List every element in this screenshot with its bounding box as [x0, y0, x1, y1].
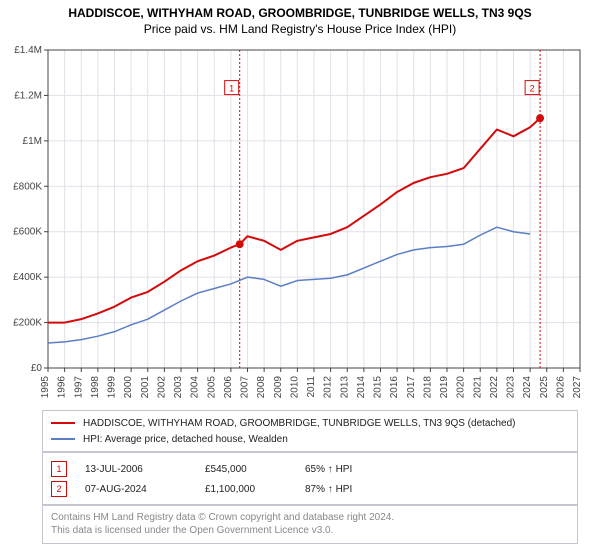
svg-text:2010: 2010	[289, 376, 300, 399]
svg-text:2022: 2022	[489, 376, 500, 399]
svg-text:2023: 2023	[506, 376, 517, 399]
svg-text:2004: 2004	[190, 376, 201, 399]
svg-text:2011: 2011	[306, 376, 317, 398]
legend-label-1: HADDISCOE, WITHYHAM ROAD, GROOMBRIDGE, T…	[83, 418, 516, 429]
svg-text:2000: 2000	[123, 376, 134, 399]
legend-swatch-2	[51, 438, 75, 440]
sale-hpi-1: 65% ↑ HPI	[305, 464, 352, 475]
svg-text:1996: 1996	[57, 376, 68, 399]
sale-marker-1: 1	[51, 461, 67, 477]
legend-swatch-1	[51, 422, 75, 424]
svg-text:2017: 2017	[406, 376, 417, 399]
svg-text:2007: 2007	[240, 376, 251, 399]
svg-text:1998: 1998	[90, 376, 101, 399]
legend-box: HADDISCOE, WITHYHAM ROAD, GROOMBRIDGE, T…	[42, 410, 578, 452]
line-chart: £0 £200K £400K £600K £800K £1M £1.2M £1.4M 1995 1…	[0, 44, 600, 404]
svg-text:2009: 2009	[273, 376, 284, 399]
svg-text:2001: 2001	[140, 376, 151, 399]
sale-hpi-2: 87% ↑ HPI	[305, 484, 352, 495]
svg-text:£0: £0	[31, 363, 43, 374]
svg-text:2: 2	[530, 84, 535, 94]
chart-area: £0 £200K £400K £600K £800K £1M £1.2M £1.4M 1995 1…	[0, 44, 600, 404]
svg-text:2005: 2005	[206, 376, 217, 399]
svg-text:2024: 2024	[522, 376, 533, 399]
sale-price-2: £1,100,000	[205, 484, 305, 495]
sale-marker-2-num: 2	[56, 484, 61, 494]
svg-text:£1.2M: £1.2M	[14, 90, 42, 101]
legend-row-2: HPI: Average price, detached house, Weal…	[51, 431, 569, 447]
svg-text:2018: 2018	[422, 376, 433, 399]
svg-text:2003: 2003	[173, 376, 184, 399]
svg-text:2013: 2013	[339, 376, 350, 399]
sales-box: 1 13-JUL-2006 £545,000 65% ↑ HPI 2 07-AU…	[42, 452, 578, 506]
svg-text:2015: 2015	[373, 376, 384, 399]
sale-row-1: 1 13-JUL-2006 £545,000 65% ↑ HPI	[51, 459, 569, 479]
sale-marker-1-num: 1	[56, 464, 61, 474]
chart-title: HADDISCOE, WITHYHAM ROAD, GROOMBRIDGE, T…	[0, 0, 600, 20]
svg-text:1997: 1997	[73, 376, 84, 399]
legend-row-1: HADDISCOE, WITHYHAM ROAD, GROOMBRIDGE, T…	[51, 415, 569, 431]
svg-text:2016: 2016	[389, 376, 400, 399]
svg-text:£600K: £600K	[13, 227, 42, 238]
sale-date-1: 13-JUL-2006	[85, 464, 205, 475]
svg-text:£800K: £800K	[13, 181, 42, 192]
container: HADDISCOE, WITHYHAM ROAD, GROOMBRIDGE, T…	[0, 0, 600, 560]
footer-line-2: This data is licensed under the Open Gov…	[51, 524, 569, 537]
svg-text:1999: 1999	[107, 376, 118, 399]
footer-box: Contains HM Land Registry data © Crown c…	[42, 504, 578, 544]
svg-text:2008: 2008	[256, 376, 267, 399]
sale-marker-2: 2	[51, 481, 67, 497]
svg-text:2014: 2014	[356, 376, 367, 399]
legend-label-2: HPI: Average price, detached house, Weal…	[83, 434, 288, 445]
footer-line-1: Contains HM Land Registry data © Crown c…	[51, 511, 569, 524]
sale-row-2: 2 07-AUG-2024 £1,100,000 87% ↑ HPI	[51, 479, 569, 499]
svg-text:1: 1	[229, 84, 234, 94]
sale-date-2: 07-AUG-2024	[85, 484, 205, 495]
svg-text:2025: 2025	[539, 376, 550, 399]
sale-price-1: £545,000	[205, 464, 305, 475]
svg-text:2021: 2021	[472, 376, 483, 399]
svg-text:1995: 1995	[40, 376, 51, 399]
svg-text:2006: 2006	[223, 376, 234, 399]
chart-subtitle: Price paid vs. HM Land Registry's House …	[0, 20, 600, 36]
svg-text:£400K: £400K	[13, 272, 42, 283]
svg-text:2012: 2012	[323, 376, 334, 399]
svg-text:£1M: £1M	[23, 136, 42, 147]
svg-text:£200K: £200K	[13, 318, 42, 329]
svg-text:2019: 2019	[439, 376, 450, 399]
svg-text:2026: 2026	[555, 376, 566, 399]
svg-text:2002: 2002	[156, 376, 167, 399]
svg-text:2027: 2027	[572, 376, 583, 399]
svg-text:2020: 2020	[456, 376, 467, 399]
svg-text:£1.4M: £1.4M	[14, 45, 42, 56]
